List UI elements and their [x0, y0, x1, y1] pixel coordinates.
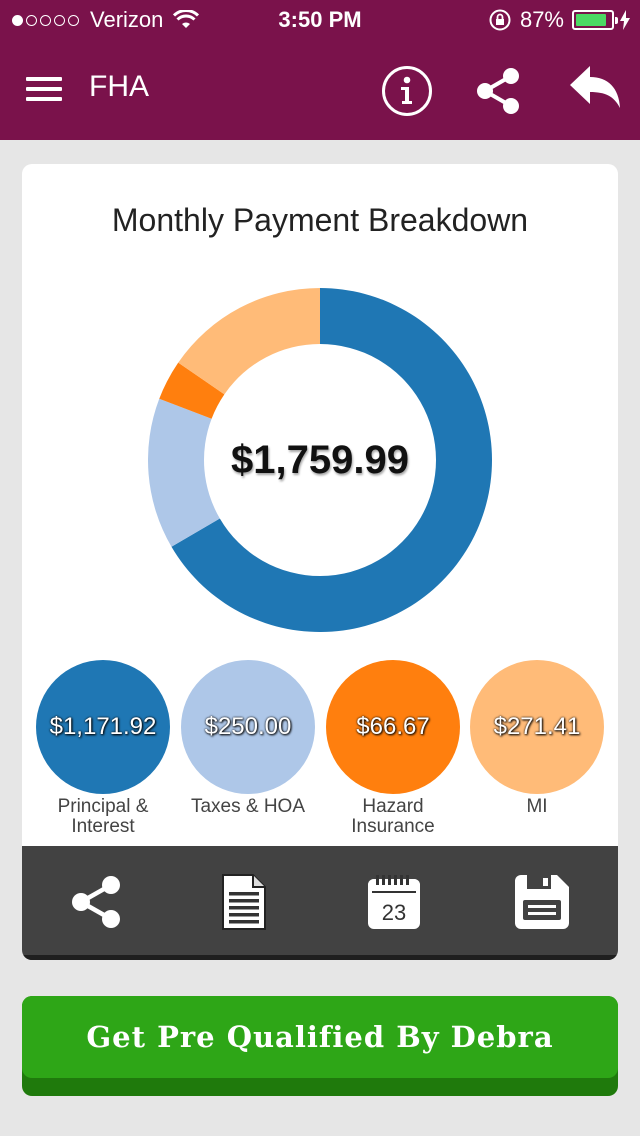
legend-hazard-insurance[interactable]: $66.67 Hazard Insurance: [326, 660, 460, 837]
legend-amount: $66.67: [356, 713, 430, 740]
donut-chart-svg: [147, 288, 493, 632]
legend-mi[interactable]: $271.41 MI: [470, 660, 604, 817]
carrier-label: Verizon: [90, 7, 164, 32]
status-bar: Verizon 3:50 PM 87%: [0, 0, 640, 40]
card-title: Monthly Payment Breakdown: [111, 202, 529, 238]
save-icon[interactable]: [512, 872, 572, 932]
status-right: 87%: [488, 7, 630, 33]
legend-label: Principal & Interest: [57, 796, 149, 837]
legend-principal-interest[interactable]: $1,171.92 Principal & Interest: [36, 660, 170, 837]
legend-circle: $271.41: [470, 660, 604, 794]
info-icon[interactable]: [381, 65, 433, 122]
menu-icon[interactable]: [26, 77, 62, 101]
battery-icon: [572, 10, 618, 30]
payment-legend: $1,171.92 Principal & Interest $250.00 T…: [36, 660, 604, 840]
total-payment: $1,759.99: [231, 437, 409, 482]
share-icon[interactable]: [474, 66, 522, 121]
legend-circle: $250.00: [181, 660, 315, 794]
calendar-day: 23: [382, 900, 406, 925]
legend-amount: $250.00: [204, 713, 292, 740]
action-toolbar: 23: [22, 846, 618, 960]
status-left: Verizon: [12, 7, 200, 33]
pre-qualify-button-label: Get Pre Qualified By Debra: [22, 996, 618, 1078]
legend-label: Taxes & HOA: [190, 796, 306, 817]
legend-amount: $1,171.92: [49, 713, 157, 740]
pre-qualify-button[interactable]: Get Pre Qualified By Debra: [22, 996, 618, 1096]
legend-label: MI: [526, 796, 548, 817]
reply-back-icon[interactable]: [570, 66, 620, 115]
payment-breakdown-card: Monthly Payment Breakdown $1,759.99 $1,1…: [22, 164, 618, 960]
legend-taxes-hoa[interactable]: $250.00 Taxes & HOA: [181, 660, 315, 817]
app-header: Verizon 3:50 PM 87%: [0, 0, 640, 140]
page-title: FHA: [89, 70, 149, 103]
battery-percent: 87%: [519, 7, 564, 32]
share-icon[interactable]: [66, 872, 126, 932]
donut-chart: $1,759.99: [147, 288, 493, 632]
charging-bolt-icon: [620, 10, 630, 30]
legend-circle: $66.67: [326, 660, 460, 794]
donut-slice-taxes-hoa[interactable]: [147, 398, 220, 547]
rotation-lock-icon: [489, 9, 511, 31]
legend-amount: $271.41: [493, 713, 581, 740]
status-time: 3:50 PM: [278, 7, 362, 32]
wifi-icon: [173, 10, 200, 28]
calendar-icon[interactable]: 23: [364, 872, 424, 932]
signal-strength-icon: [12, 14, 82, 26]
document-icon[interactable]: [214, 872, 274, 932]
legend-circle: $1,171.92: [36, 660, 170, 794]
nav-bar: FHA: [0, 40, 640, 140]
donut-slice-principal-interest[interactable]: [171, 288, 493, 632]
donut-slice-hazard-insurance[interactable]: [159, 362, 225, 419]
donut-slice-mi[interactable]: [178, 288, 320, 395]
legend-label: Hazard Insurance: [351, 796, 435, 837]
